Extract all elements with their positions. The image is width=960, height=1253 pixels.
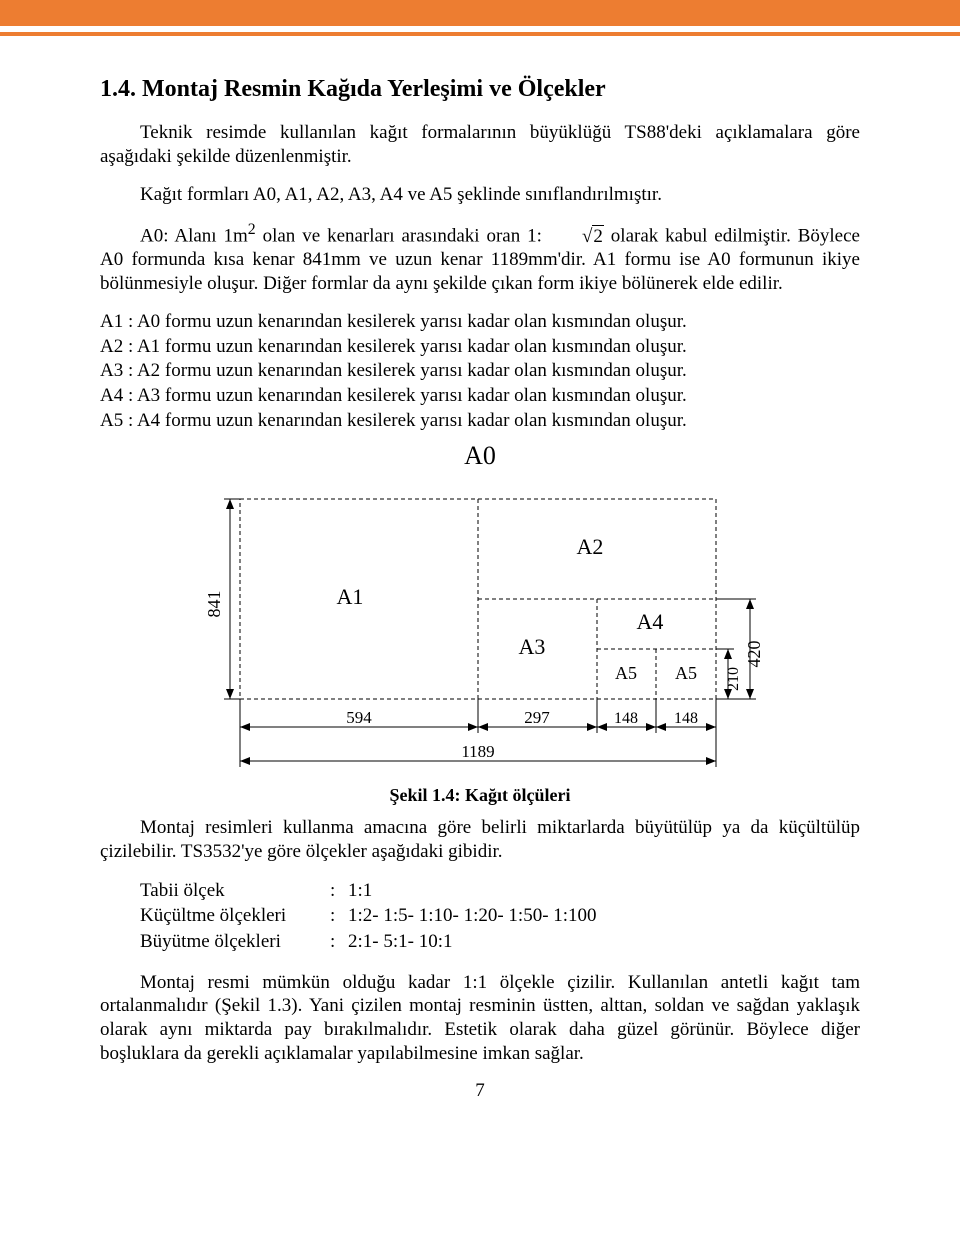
scale-sep: : <box>330 903 348 929</box>
scale-label: Tabii ölçek <box>140 878 330 904</box>
def-a5: A5 : A4 formu uzun kenarından kesilerek … <box>100 409 860 434</box>
paragraph-2: Kağıt formları A0, A1, A2, A3, A4 ve A5 … <box>100 183 860 207</box>
paragraph-4: Montaj resimleri kullanma amacına göre b… <box>100 816 860 864</box>
def-a2: A2 : A1 formu uzun kenarından kesilerek … <box>100 335 860 360</box>
paper-size-diagram: A1 A2 A3 A4 A5 A5 841 <box>100 479 860 779</box>
page-content: 1.4. Montaj Resmin Kağıda Yerleşimi ve Ö… <box>0 36 960 1122</box>
dim-210-text: 210 <box>725 667 742 691</box>
sqrt-2: √2 <box>542 225 604 249</box>
p3-pre: A0: Alanı 1m <box>140 226 248 247</box>
figure-caption: Şekil 1.4: Kağıt ölçüleri <box>100 785 860 806</box>
dim-148a-text: 148 <box>614 710 638 727</box>
p3-mid: olan ve kenarları arasındaki oran 1: <box>256 226 542 247</box>
label-a5a: A5 <box>615 663 637 683</box>
format-definitions: A1 : A0 formu uzun kenarından kesilerek … <box>100 310 860 433</box>
p3-sup: 2 <box>248 221 256 238</box>
scale-reduce: Küçültme ölçekleri : 1:2- 1:5- 1:10- 1:2… <box>140 903 860 929</box>
scale-enlarge: Büyütme ölçekleri : 2:1- 5:1- 10:1 <box>140 929 860 955</box>
dim-841-text: 841 <box>204 591 224 618</box>
dim-1189: 1189 <box>240 733 716 767</box>
dim-148b-text: 148 <box>674 710 698 727</box>
label-a3: A3 <box>519 634 546 659</box>
scale-value: 2:1- 5:1- 10:1 <box>348 929 453 955</box>
scale-natural: Tabii ölçek : 1:1 <box>140 878 860 904</box>
header-accent-bar <box>0 0 960 26</box>
def-a3: A3 : A2 formu uzun kenarından kesilerek … <box>100 359 860 384</box>
page-number: 7 <box>100 1080 860 1102</box>
paragraph-3: A0: Alanı 1m2 olan ve kenarları arasında… <box>100 220 860 296</box>
scale-label: Büyütme ölçekleri <box>140 929 330 955</box>
dim-210: 210 <box>716 649 742 699</box>
dim-row-1: 594 297 148 148 <box>240 699 716 733</box>
paragraph-1: Teknik resimde kullanılan kağıt formalar… <box>100 121 860 169</box>
paragraph-5: Montaj resmi mümkün olduğu kadar 1:1 ölç… <box>100 971 860 1066</box>
dim-297-text: 297 <box>524 708 550 727</box>
label-a2: A2 <box>577 534 604 559</box>
label-a4: A4 <box>637 609 664 634</box>
dim-420-text: 420 <box>744 641 764 668</box>
dim-594-text: 594 <box>346 708 372 727</box>
scale-sep: : <box>330 929 348 955</box>
scale-value: 1:2- 1:5- 1:10- 1:20- 1:50- 1:100 <box>348 903 597 929</box>
scale-value: 1:1 <box>348 878 372 904</box>
def-a4: A4 : A3 formu uzun kenarından kesilerek … <box>100 384 860 409</box>
def-a1: A1 : A0 formu uzun kenarından kesilerek … <box>100 310 860 335</box>
dim-1189-text: 1189 <box>461 742 494 761</box>
section-title: 1.4. Montaj Resmin Kağıda Yerleşimi ve Ö… <box>100 76 860 103</box>
dim-841: 841 <box>204 499 240 699</box>
scale-sep: : <box>330 878 348 904</box>
scales-block: Tabii ölçek : 1:1 Küçültme ölçekleri : 1… <box>140 878 860 955</box>
a0-label: A0 <box>100 441 860 471</box>
sqrt-arg: 2 <box>592 225 604 247</box>
scale-label: Küçültme ölçekleri <box>140 903 330 929</box>
label-a5b: A5 <box>675 663 697 683</box>
label-a1: A1 <box>337 584 364 609</box>
